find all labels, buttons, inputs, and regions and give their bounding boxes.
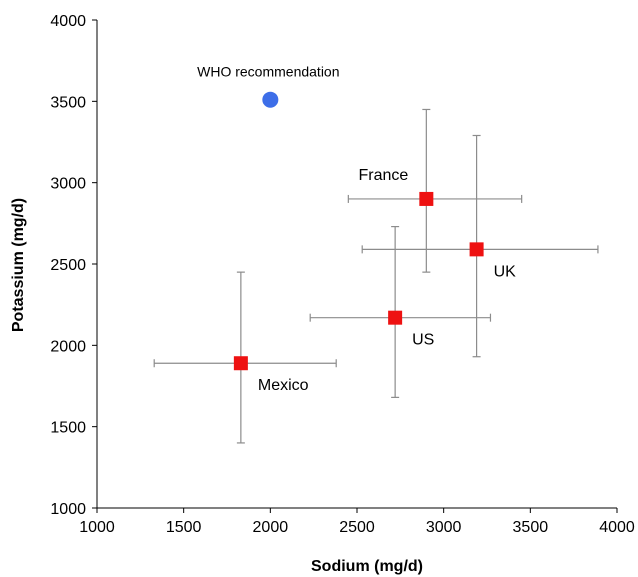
- point-label: France: [359, 167, 409, 184]
- point-label: US: [412, 332, 434, 349]
- x-axis-label: Sodium (mg/d): [311, 558, 423, 575]
- point-label: Mexico: [258, 377, 309, 394]
- x-tick-label: 1000: [79, 519, 115, 536]
- data-point-marker: [388, 310, 403, 325]
- who-recommendation-marker: [262, 91, 279, 108]
- data-point-marker: [469, 242, 484, 257]
- y-tick-label: 2500: [50, 257, 86, 274]
- x-tick-label: 2000: [253, 519, 289, 536]
- axes: [96, 20, 617, 509]
- who-recommendation-label: WHO recommendation: [197, 64, 339, 80]
- x-tick-label: 3500: [513, 519, 549, 536]
- y-tick-label: 4000: [50, 13, 86, 30]
- y-tick-label: 3500: [50, 94, 86, 111]
- point-label: UK: [494, 263, 517, 280]
- x-tick-label: 2500: [339, 519, 375, 536]
- error-bar: [347, 108, 523, 273]
- y-ticks: 1000 1500 2000 2500 3000 3500 4000: [50, 13, 97, 518]
- y-tick-label: 3000: [50, 176, 86, 193]
- data-point-marker: [233, 356, 248, 371]
- x-tick-label: 4000: [599, 519, 635, 536]
- x-tick-label: 1500: [166, 519, 202, 536]
- y-tick-label: 2000: [50, 338, 86, 355]
- y-tick-label: 1500: [50, 420, 86, 437]
- y-axis-label: Potassium (mg/d): [10, 198, 27, 332]
- data-point-marker: [419, 191, 434, 206]
- x-tick-label: 3000: [426, 519, 462, 536]
- markers: [233, 91, 484, 371]
- x-ticks: 1000 1500 2000 2500 3000 3500 4000: [79, 508, 635, 536]
- error-bars: [153, 108, 599, 444]
- y-tick-label: 1000: [50, 501, 86, 518]
- point-labels: France UK US Mexico WHO recommendation: [197, 64, 516, 395]
